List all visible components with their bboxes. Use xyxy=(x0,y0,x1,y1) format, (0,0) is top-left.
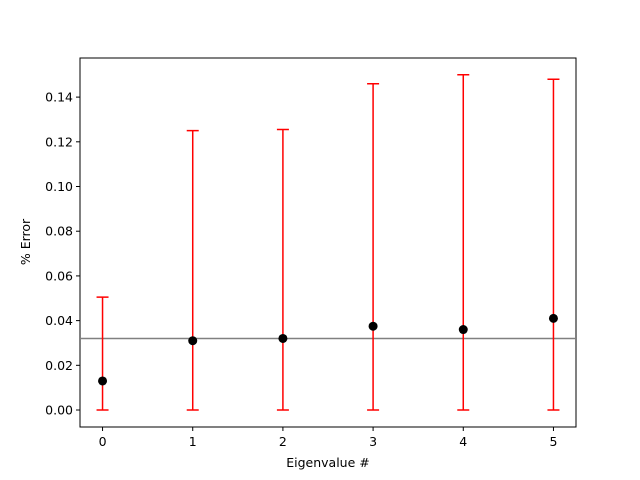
error-bar xyxy=(457,74,470,411)
y-tick-label: 0.00 xyxy=(45,403,73,418)
error-bar xyxy=(547,78,560,411)
data-point xyxy=(368,321,378,331)
y-tick-label: 0.12 xyxy=(45,134,73,149)
y-tick-label: 0.14 xyxy=(45,90,73,105)
x-tick-label: 2 xyxy=(279,434,287,449)
error-bar xyxy=(186,129,199,411)
error-bar xyxy=(367,82,380,411)
x-tick-label: 5 xyxy=(549,434,557,449)
x-axis-label: Eigenvalue # xyxy=(286,455,370,470)
y-axis-label: % Error xyxy=(18,218,33,265)
data-point xyxy=(548,313,558,323)
y-tick-label: 0.08 xyxy=(45,224,73,239)
error-bar xyxy=(276,128,289,411)
x-tick-label: 3 xyxy=(369,434,377,449)
y-tick-label: 0.02 xyxy=(45,358,73,373)
data-point xyxy=(458,325,468,335)
x-tick-label: 4 xyxy=(459,434,467,449)
y-tick-label: 0.10 xyxy=(45,179,73,194)
data-point xyxy=(278,333,288,343)
data-point xyxy=(188,336,198,346)
x-tick-label: 0 xyxy=(99,434,107,449)
plot-frame xyxy=(79,57,577,428)
x-tick-label: 1 xyxy=(189,434,197,449)
y-tick-label: 0.04 xyxy=(45,313,73,328)
y-tick-label: 0.06 xyxy=(45,268,73,283)
data-point xyxy=(98,376,108,386)
error-bar xyxy=(96,296,109,411)
